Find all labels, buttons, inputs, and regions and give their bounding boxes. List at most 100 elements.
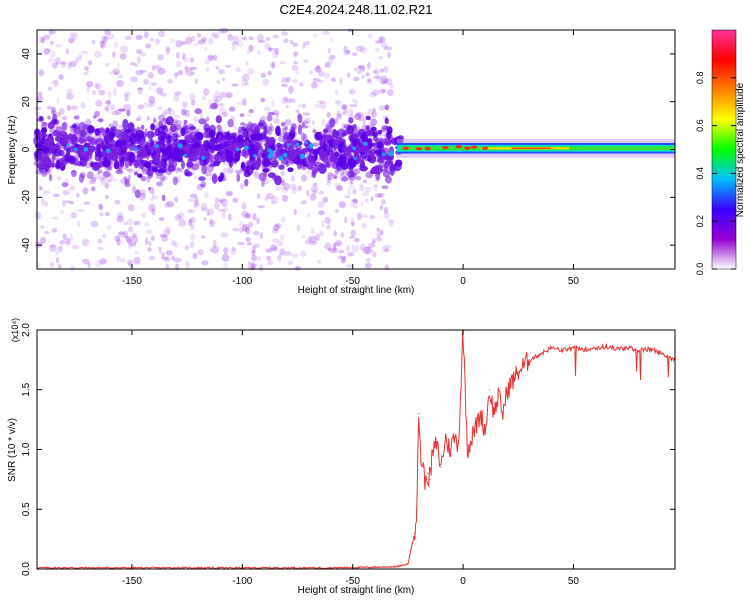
band-blob: [55, 159, 61, 169]
band-blob: [311, 169, 316, 178]
noise-blob: [269, 62, 276, 69]
noise-blob: [301, 120, 309, 125]
noise-blob: [55, 44, 63, 48]
noise-blob: [130, 241, 137, 247]
band-blob: [367, 142, 376, 147]
noise-blob: [316, 259, 322, 264]
noise-blob: [70, 265, 75, 272]
noise-blob: [350, 216, 355, 225]
noise-blob: [69, 201, 74, 205]
noise-blob: [344, 216, 348, 224]
snr-y-multiplier: (x10⁴): [10, 318, 20, 342]
snr-point: [572, 347, 575, 349]
noise-blob: [366, 257, 371, 263]
colorbar-tick-label: 0.6: [695, 119, 705, 132]
noise-blob: [315, 65, 321, 70]
noise-blob: [185, 261, 190, 269]
band-blob: [201, 163, 208, 175]
band-blob: [39, 152, 49, 162]
band-blob: [199, 144, 206, 151]
noise-blob: [188, 209, 193, 213]
noise-blob: [232, 227, 240, 232]
noise-blob: [118, 231, 126, 239]
x-tick-label: -150: [122, 576, 142, 587]
noise-blob: [119, 53, 127, 60]
noise-blob: [300, 125, 309, 129]
noise-blob: [109, 174, 114, 180]
noise-blob: [282, 194, 288, 202]
noise-blob: [126, 109, 131, 117]
noise-blob: [193, 201, 199, 209]
noise-blob: [376, 232, 381, 239]
band-blob: [374, 149, 382, 155]
band-blob: [352, 137, 357, 148]
noise-blob: [174, 120, 183, 127]
noise-blob: [265, 36, 271, 42]
noise-blob: [199, 183, 206, 188]
carrier-hotspot: [402, 146, 409, 150]
noise-blob: [80, 50, 89, 55]
noise-blob: [376, 227, 381, 232]
band-blob: [128, 152, 136, 163]
noise-blob: [156, 181, 163, 187]
noise-blob: [182, 101, 188, 109]
band-blob: [307, 164, 314, 170]
noise-blob: [343, 107, 349, 114]
noise-blob: [360, 201, 364, 207]
noise-blob: [361, 214, 369, 218]
noise-blob: [274, 47, 279, 55]
noise-blob: [220, 232, 229, 238]
noise-blob: [94, 83, 99, 89]
snr-line: [36, 330, 675, 570]
noise-blob: [38, 36, 45, 44]
band-blob: [95, 137, 104, 148]
noise-blob: [222, 204, 229, 213]
noise-blob: [157, 54, 164, 61]
noise-blob: [201, 260, 209, 266]
noise-blob: [49, 244, 57, 253]
noise-blob: [344, 50, 351, 56]
band-blob: [227, 119, 234, 128]
noise-blob: [94, 51, 102, 58]
noise-blob: [35, 95, 44, 102]
noise-blob: [66, 104, 71, 112]
noise-blob: [241, 79, 248, 87]
band-blob: [329, 117, 336, 128]
band-blob: [202, 130, 210, 139]
noise-blob: [375, 237, 383, 242]
snr-y-axis-label: SNR (10 * v/v): [7, 418, 18, 482]
noise-blob: [62, 189, 71, 196]
noise-blob: [274, 184, 282, 191]
noise-blob: [209, 218, 214, 225]
noise-blob: [316, 100, 325, 104]
band-blob: [146, 169, 154, 176]
noise-blob: [362, 246, 370, 255]
band-blob: [322, 128, 329, 134]
noise-blob: [61, 182, 69, 188]
highlight-blob: [363, 141, 368, 146]
noise-blob: [309, 71, 313, 75]
spectrogram-x-ticks: -150 -100 -50 0 50: [122, 30, 579, 287]
noise-blob: [349, 235, 355, 239]
noise-blob: [334, 182, 342, 189]
noise-blob: [379, 205, 384, 210]
noise-blob: [310, 185, 319, 193]
noise-blob: [173, 257, 182, 263]
band-blob: [189, 126, 197, 131]
noise-blob: [46, 105, 53, 110]
noise-blob: [300, 250, 307, 257]
noise-blob: [97, 169, 103, 174]
noise-blob: [103, 37, 107, 46]
noise-blob: [217, 27, 224, 35]
noise-blob: [161, 252, 165, 258]
noise-blob: [157, 67, 166, 75]
noise-blob: [66, 88, 73, 94]
noise-blob: [198, 124, 204, 132]
noise-blob: [231, 83, 239, 87]
noise-blob: [277, 254, 282, 262]
noise-blob: [303, 41, 310, 46]
band-blob: [191, 138, 200, 149]
noise-blob: [251, 249, 256, 257]
noise-blob: [325, 181, 332, 187]
noise-blob: [91, 39, 96, 45]
